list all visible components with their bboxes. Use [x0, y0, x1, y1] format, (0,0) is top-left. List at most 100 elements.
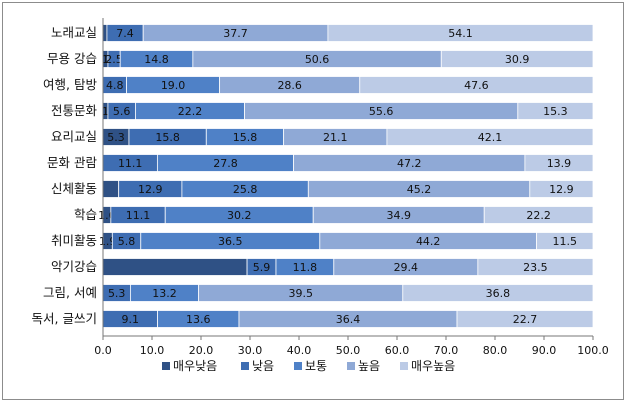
bar-segment: [102, 180, 120, 198]
data-label: 11.1: [126, 209, 151, 222]
data-label: 30.2: [227, 209, 252, 222]
data-label: 19.0: [161, 79, 186, 92]
bar-segment: [440, 50, 594, 68]
category-label: 무용 강습: [47, 51, 97, 66]
category-label: 전통문화: [51, 103, 98, 118]
legend-label: 높음: [358, 359, 380, 373]
legend-swatch: [162, 362, 170, 370]
bar-segment: [402, 284, 594, 302]
data-label: 54.1: [448, 27, 473, 40]
category-label: 독서, 글쓰기: [32, 311, 97, 326]
bar-segment: [517, 102, 594, 120]
bar-segment: [456, 310, 594, 328]
data-label: 50.6: [305, 53, 330, 66]
data-label: 7.4: [116, 27, 134, 40]
legend-label: 낮음: [252, 359, 274, 373]
data-label: 45.2: [407, 183, 432, 196]
data-label: 4.8: [106, 79, 124, 92]
x-tick-label: 60.0: [385, 344, 410, 357]
bar-segment: [524, 154, 594, 172]
bar-segment: [102, 24, 108, 42]
bar-segment: [483, 206, 594, 224]
data-label: 27.8: [213, 157, 238, 170]
data-label: 22.2: [178, 105, 203, 118]
data-label: 15.3: [543, 105, 568, 118]
x-tick-label: 10.0: [140, 344, 165, 357]
data-label: 22.2: [526, 209, 551, 222]
data-label: 12.9: [549, 183, 574, 196]
data-label: 5.9: [253, 261, 271, 274]
legend-swatch: [347, 362, 355, 370]
data-label: 5.3: [107, 131, 125, 144]
data-label: 1: [102, 53, 109, 66]
data-label: 5.3: [108, 287, 126, 300]
data-label: 25.8: [233, 183, 258, 196]
x-tick-label: 50.0: [336, 344, 361, 357]
x-tick-label: 40.0: [287, 344, 312, 357]
x-tick-label: 80.0: [483, 344, 508, 357]
bar-segment: [386, 128, 594, 146]
bar-segment: [327, 24, 594, 42]
category-label: 학습: [74, 207, 97, 222]
data-label: 2.5: [105, 53, 123, 66]
category-label: 문화 관람: [47, 155, 97, 170]
data-label: 13.2: [152, 287, 177, 300]
category-label: 여행, 탐방: [43, 77, 97, 92]
legend-swatch: [400, 362, 408, 370]
bar-segment: [536, 232, 594, 250]
category-label: 신체활동: [51, 181, 97, 196]
data-label: 47.6: [464, 79, 489, 92]
legend-swatch: [241, 362, 249, 370]
data-label: 1: [102, 105, 109, 118]
data-label: 44.2: [416, 235, 441, 248]
bar-segment: [477, 258, 594, 276]
data-label: 13.6: [186, 313, 211, 326]
data-label: 28.6: [277, 79, 302, 92]
category-label: 노래교실: [51, 25, 97, 40]
data-label: 13.9: [547, 157, 572, 170]
legend-label: 매우높음: [411, 359, 455, 373]
data-label: 14.8: [144, 53, 169, 66]
data-label: 36.5: [218, 235, 243, 248]
x-tick-label: 90.0: [532, 344, 557, 357]
data-label: 9.1: [122, 313, 140, 326]
data-label: 47.2: [397, 157, 422, 170]
data-label: 22.7: [513, 313, 538, 326]
data-label: 39.5: [288, 287, 313, 300]
data-label: 21.1: [323, 131, 348, 144]
data-label: 11.8: [293, 261, 318, 274]
data-label: 55.6: [369, 105, 394, 118]
data-label: 5.6: [113, 105, 131, 118]
bar-segment: [359, 76, 594, 94]
data-label: 5.8: [118, 235, 136, 248]
legend-label: 매우낮음: [173, 359, 217, 373]
data-label: 23.5: [523, 261, 548, 274]
category-label: 악기강습: [51, 259, 97, 274]
data-label: 36.8: [486, 287, 511, 300]
legend-swatch: [294, 362, 302, 370]
chart-frame: [2, 2, 624, 400]
data-label: 30.9: [505, 53, 530, 66]
bar-segment: [529, 180, 594, 198]
data-label: 15.8: [233, 131, 258, 144]
x-tick-label: 100.0: [577, 344, 609, 357]
x-tick-label: 30.0: [238, 344, 263, 357]
legend-label: 보통: [305, 359, 327, 373]
x-tick-label: 20.0: [189, 344, 214, 357]
category-label: 취미활동: [51, 233, 97, 248]
data-label: 12.9: [138, 183, 163, 196]
data-label: 36.4: [336, 313, 361, 326]
x-tick-label: 70.0: [434, 344, 459, 357]
bar-segment: [102, 258, 248, 276]
x-tick-label: 0.0: [94, 344, 112, 357]
category-label: 그림, 서예: [43, 285, 97, 300]
data-label: 29.4: [394, 261, 419, 274]
data-label: 37.7: [223, 27, 248, 40]
data-label: 42.1: [478, 131, 503, 144]
data-label: 11.5: [553, 235, 578, 248]
data-label: 15.8: [155, 131, 180, 144]
category-label: 요리교실: [51, 129, 97, 144]
data-label: 34.9: [386, 209, 411, 222]
data-label: 11.1: [118, 157, 143, 170]
